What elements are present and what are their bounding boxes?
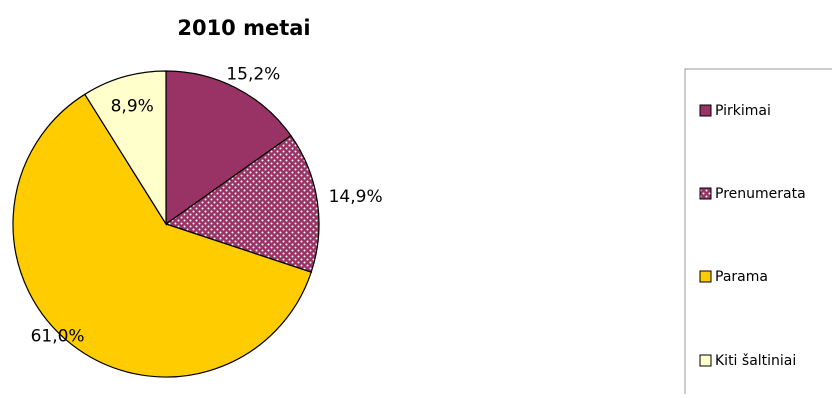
legend-swatch-4 xyxy=(699,354,712,367)
pie-slices xyxy=(12,70,320,378)
legend-swatch-1 xyxy=(699,104,712,117)
data-label-2: 14,9% xyxy=(329,187,383,207)
pie-slice-parama xyxy=(12,93,312,378)
pie-data-labels: 15,2% 14,9% 61,0% 8,9% xyxy=(31,65,383,347)
legend-box xyxy=(684,68,832,398)
data-label-1: 15,2% xyxy=(226,65,280,85)
chart-title: 2010 metai xyxy=(177,16,310,40)
data-label-4: 8,9% xyxy=(111,96,154,116)
legend-label-3: Parama xyxy=(715,269,768,285)
legend-swatch-2 xyxy=(699,187,712,200)
pie-slice-kiti-altiniai xyxy=(84,70,167,227)
pie-slice-prenumerata xyxy=(164,134,320,273)
legend: Pirkimai Prenumerata Parama Kiti šaltiniai xyxy=(684,68,832,398)
data-label-3: 61,0% xyxy=(31,327,85,347)
legend-swatch-3 xyxy=(699,270,712,283)
legend-label-4: Kiti šaltiniai xyxy=(715,353,796,369)
pie-slice-pirkimai xyxy=(165,70,292,226)
legend-label-1: Pirkimai xyxy=(715,103,771,119)
legend-label-2: Prenumerata xyxy=(715,186,806,202)
